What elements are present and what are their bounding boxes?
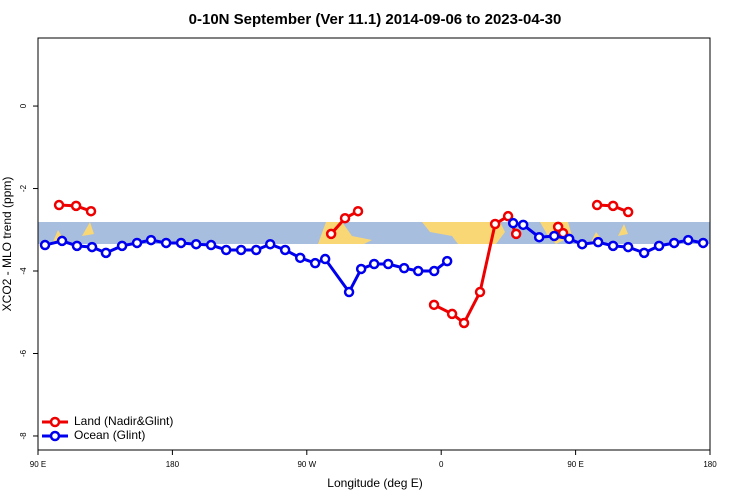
point [264,238,276,250]
point [668,237,680,249]
point [325,228,337,240]
point [160,237,172,249]
legend-marker [49,430,61,442]
point [190,238,202,250]
x-tick-label: 90 E [30,460,46,469]
y-axis-label: XCO2 - MLO trend (ppm) [0,177,14,312]
point [355,263,367,275]
point [517,219,529,231]
legend: Land (Nadir&Glint)Ocean (Glint) [42,414,173,442]
point [175,237,187,249]
point [56,235,68,247]
point [294,252,306,264]
point [85,205,97,217]
point [622,206,634,218]
point [653,240,665,252]
point [319,253,331,265]
x-tick-label: 180 [703,460,717,469]
point [510,228,522,240]
point [131,237,143,249]
point [309,257,321,269]
point [576,238,588,250]
y-tick-label: -6 [19,349,28,357]
point [458,317,470,329]
x-tick-label: 0 [439,460,444,469]
point [428,265,440,277]
point [441,255,453,267]
point [697,237,709,249]
point [116,240,128,252]
point [339,212,351,224]
point [352,205,364,217]
point [446,308,458,320]
point [507,217,519,229]
point [86,241,98,253]
point [205,239,217,251]
x-tick-label: 90 W [297,460,316,469]
legend-marker [49,416,61,428]
point [638,247,650,259]
land-patch [422,222,505,244]
point [591,199,603,211]
x-axis-label: Longitude (deg E) [327,476,422,490]
point [592,236,604,248]
point [398,262,410,274]
y-tick-label: 0 [19,103,28,108]
y-tick-label: -4 [19,267,28,275]
point [563,233,575,245]
point [682,234,694,246]
y-tick-label: -8 [19,432,28,440]
point [220,244,232,256]
point [533,231,545,243]
x-tick-label: 90 E [567,460,583,469]
x-tick-label: 180 [166,460,180,469]
point [279,244,291,256]
point [39,239,51,251]
point [607,240,619,252]
point [502,210,514,222]
point [607,200,619,212]
legend-label: Ocean (Glint) [74,428,145,442]
point [145,234,157,246]
plot-frame [37,37,711,451]
point [343,286,355,298]
point [474,286,486,298]
point [548,230,560,242]
point [53,199,65,211]
point [428,299,440,311]
point [70,200,82,212]
point [489,218,501,230]
point [250,244,262,256]
point [412,265,424,277]
point [100,247,112,259]
point [235,244,247,256]
point [622,241,634,253]
legend-label: Land (Nadir&Glint) [74,414,173,428]
point [382,258,394,270]
point [71,240,83,252]
chart-title: 0-10N September (Ver 11.1) 2014-09-06 to… [189,11,562,28]
y-tick-label: -2 [19,184,28,192]
point [368,258,380,270]
